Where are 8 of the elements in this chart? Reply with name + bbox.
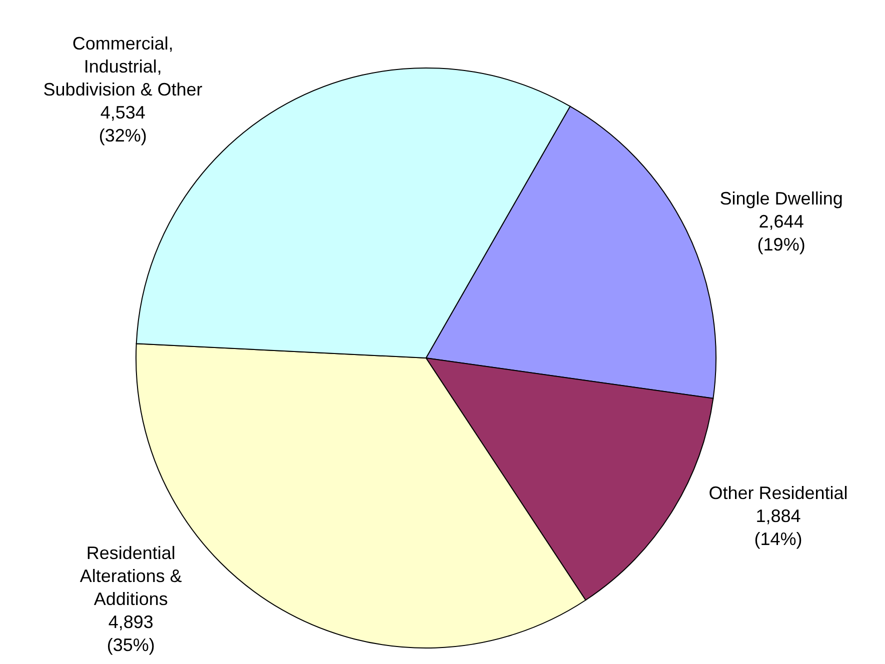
data-label: 4,534 (32%) xyxy=(98,102,147,146)
slice-label: Commercial, Industrial, Subdivision & Other xyxy=(43,34,202,100)
data-label: 2,644 (19%) xyxy=(757,212,806,255)
slice-label: Residential Alterations & Additions xyxy=(80,543,182,609)
slice-label: Single Dwelling xyxy=(720,188,843,209)
slice-label: Other Residential xyxy=(708,482,848,503)
data-label: 4,893 (35%) xyxy=(106,612,155,655)
data-label: 1,884 (14%) xyxy=(754,506,802,549)
